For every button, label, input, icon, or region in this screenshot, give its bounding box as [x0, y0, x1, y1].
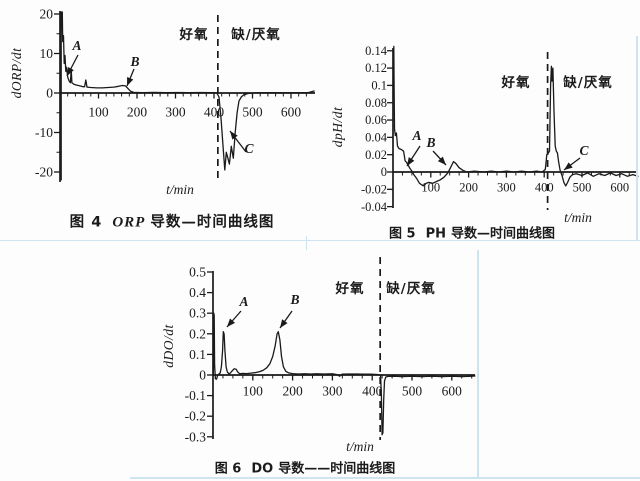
figure6-caption-text: 导数——时间曲线图 [278, 461, 396, 477]
annotation-arrowhead [437, 156, 446, 165]
annotation-arrowhead [280, 319, 288, 328]
x-tick-label: 100 [88, 105, 109, 120]
x-tick-label: 400 [535, 180, 554, 194]
x-tick-label: 600 [442, 384, 463, 399]
x-tick-label: 200 [459, 180, 478, 194]
derivative-curve [60, 11, 315, 181]
y-tick-label: -10 [35, 125, 53, 140]
y-tick-label: 0.14 [365, 44, 388, 58]
figure6-annotation-a: A [239, 294, 249, 309]
x-tick-label: 400 [362, 384, 383, 399]
y-tick-label: 0.1 [371, 79, 387, 93]
figure4-caption-number: 图 4 [69, 214, 103, 231]
y-tick-label: 0.4 [189, 285, 206, 300]
x-tick-label: 200 [282, 384, 303, 399]
figure4-annotation-a: A [72, 38, 82, 53]
annotation-arrowhead [227, 318, 236, 327]
annotation-arrowhead [67, 67, 74, 76]
y-tick-label: 0.2 [189, 326, 206, 341]
y-tick-label: 0.04 [365, 130, 388, 144]
scan-border-horizontal-bottom [130, 477, 640, 479]
scan-border-vertical-right [636, 36, 638, 241]
y-tick-label: 0.12 [365, 61, 387, 75]
figure4-phase-label-aerobic: 好氧 [179, 27, 209, 43]
x-tick-label: 300 [322, 384, 343, 399]
annotation-arrowhead [230, 131, 238, 140]
figure5-plot: 100 200 300 400 500 6000.140.120.10.080.060.0… [361, 44, 639, 214]
x-tick-label: 300 [497, 180, 516, 194]
x-tick-label: 300 [165, 105, 186, 120]
figure5-caption-latin: PH [425, 226, 446, 242]
figure6-caption: 图 6 DO 导数——时间曲线图 [215, 458, 395, 477]
figure4-y-axis-label: dORP/dt [9, 47, 24, 99]
y-tick-label: -0.3 [185, 429, 207, 444]
y-tick-label: -20 [35, 164, 53, 179]
figure5-caption-number: 图 5 [388, 226, 416, 242]
x-tick-label: 400 [204, 105, 225, 120]
figure6-x-axis-label: t/min [346, 439, 374, 454]
figure6-y-axis-label: dDO/dt [161, 324, 176, 368]
figure4-annotation-c: C [244, 141, 254, 156]
x-tick-label: 500 [573, 180, 592, 194]
y-tick-label: 0 [46, 85, 53, 100]
figure5-caption: 图 5 PH 导数—时间曲线图 [389, 223, 555, 242]
figure4-caption: 图 4 ORP 导数—时间曲线图 [70, 211, 275, 232]
figure5-y-axis-label: dpH/dt [330, 106, 345, 148]
figure6-annotation-b: B [290, 292, 300, 307]
figure5-phase-label-aerobic: 好氧 [501, 75, 531, 91]
figure6-caption-latin: DO [251, 461, 274, 477]
figure5-caption-text: 导数—时间曲线图 [450, 226, 556, 242]
y-tick-label: 10 [40, 46, 54, 61]
y-tick-label: 0 [199, 367, 206, 382]
figure4-caption-text: 导数—时间曲线图 [150, 214, 275, 231]
figure4-x-axis-label: t/min [166, 182, 194, 197]
y-tick-label: 0.02 [365, 148, 387, 162]
scan-border-horizontal-middle [0, 240, 640, 241]
derivative-curve [212, 312, 476, 436]
figure6-phase-label-aerobic: 好氧 [335, 281, 365, 297]
figure6-phase-label-anoxic: 缺/厌氧 [386, 281, 436, 297]
figure5-annotation-b: B [426, 135, 436, 150]
x-tick-label: 600 [610, 180, 629, 194]
y-tick-label: 20 [40, 6, 54, 21]
y-tick-label: 0.5 [189, 264, 206, 279]
figure6-plot: 100 200 300 400 500 600 0.5 0.4 0.3 0.2 0.1 0 -0.1 -0… [185, 257, 476, 444]
y-tick-label: -0.02 [361, 182, 387, 196]
y-tick-label: 0 [381, 165, 387, 179]
annotation-arrowhead [407, 157, 415, 166]
figure5-annotation-c: C [579, 143, 589, 158]
scan-border-vertical-stub [306, 236, 307, 250]
y-tick-label: -0.2 [185, 409, 206, 424]
figure6-caption-number: 图 6 [214, 461, 242, 477]
annotation-arrowhead [127, 77, 134, 86]
figure5-annotation-a: A [412, 128, 422, 143]
figure4-phase-label-anoxic: 缺/厌氧 [231, 27, 281, 43]
y-tick-label: 0.06 [365, 113, 387, 127]
derivative-curve [393, 45, 639, 187]
x-tick-label: 100 [243, 384, 264, 399]
scan-border-vertical-right-lower [477, 250, 479, 478]
y-tick-label: 0.08 [365, 96, 387, 110]
figure4-caption-latin: ORP [112, 214, 146, 231]
x-tick-label: 600 [281, 105, 302, 120]
figure5-x-axis-label: t/min [564, 210, 592, 225]
figure4-annotation-b: B [130, 54, 140, 69]
y-tick-label: -0.1 [185, 388, 206, 403]
x-tick-label: 500 [402, 384, 423, 399]
figure5-phase-label-anoxic: 缺/厌氧 [563, 75, 613, 91]
y-tick-label: -0.04 [361, 200, 388, 214]
y-tick-label: 0.3 [189, 306, 206, 321]
x-tick-label: 200 [127, 105, 148, 120]
y-tick-label: 0.1 [189, 347, 206, 362]
x-tick-label: 500 [242, 105, 263, 120]
annotation-arrowhead [564, 162, 573, 170]
